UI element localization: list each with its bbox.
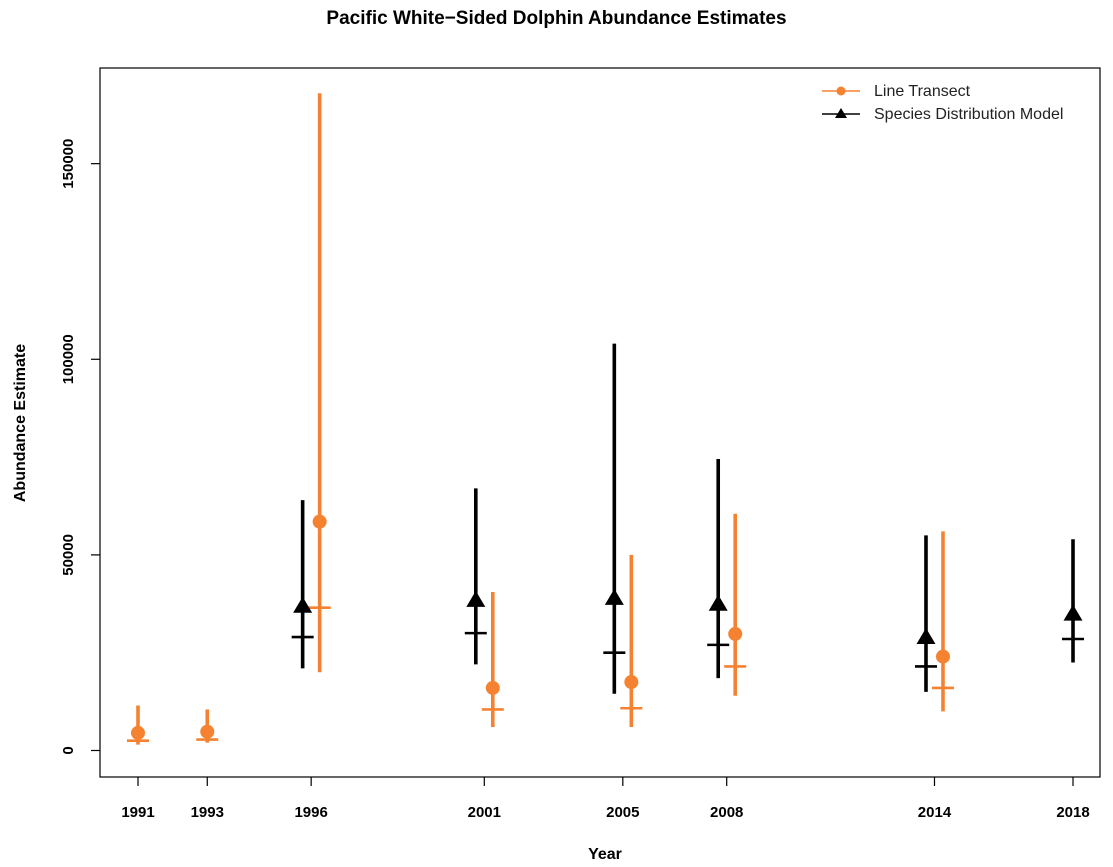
y-tick-label: 50000 xyxy=(60,534,77,576)
data-point-triangle xyxy=(293,597,312,613)
data-point-triangle xyxy=(916,628,935,644)
x-tick-label: 1993 xyxy=(191,804,224,821)
data-point-circle xyxy=(936,650,950,664)
x-tick-label: 2014 xyxy=(918,804,952,821)
data-point-triangle xyxy=(466,591,485,607)
data-point-circle xyxy=(486,681,500,695)
data-point-triangle xyxy=(605,589,624,605)
data-point-triangle xyxy=(709,595,728,611)
plot-frame xyxy=(100,68,1100,777)
data-point-circle xyxy=(200,725,214,739)
y-tick-label: 150000 xyxy=(60,139,77,189)
x-tick-label: 2005 xyxy=(606,804,639,821)
legend-label: Species Distribution Model xyxy=(874,106,1063,123)
x-tick-label: 1996 xyxy=(294,804,327,821)
legend-marker-triangle xyxy=(835,108,847,118)
data-point-circle xyxy=(728,627,742,641)
data-point-circle xyxy=(624,675,638,689)
y-tick-label: 100000 xyxy=(60,334,77,384)
y-tick-label: 0 xyxy=(60,746,77,754)
data-point-triangle xyxy=(1064,605,1083,621)
legend-marker-circle xyxy=(837,87,846,96)
legend-label: Line Transect xyxy=(874,83,971,100)
x-tick-label: 1991 xyxy=(121,804,154,821)
data-point-circle xyxy=(131,726,145,740)
data-point-circle xyxy=(313,515,327,529)
x-tick-label: 2001 xyxy=(468,804,501,821)
x-tick-label: 2018 xyxy=(1056,804,1089,821)
x-tick-label: 2008 xyxy=(710,804,743,821)
